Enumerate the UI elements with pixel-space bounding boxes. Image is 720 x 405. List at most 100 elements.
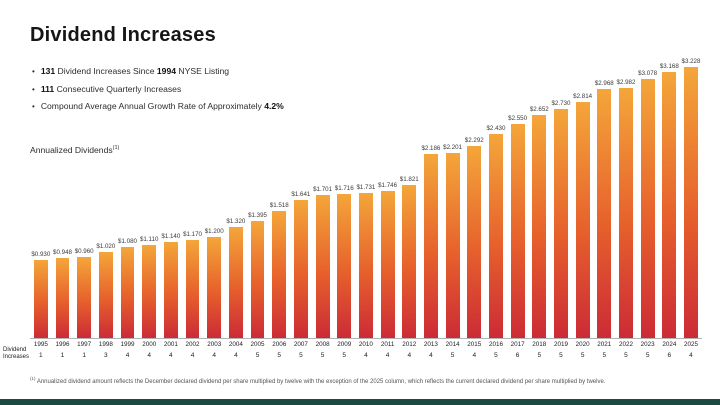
dividend-bar bbox=[337, 193, 352, 338]
year-label: 2009 bbox=[337, 341, 352, 348]
bar-column: $1.731 bbox=[355, 184, 377, 338]
bullet-bold: 4.2% bbox=[264, 101, 284, 111]
increase-count: 1 bbox=[39, 352, 43, 359]
bar-value-label: $1.641 bbox=[291, 191, 311, 199]
increase-count: 5 bbox=[450, 352, 455, 359]
dividend-bar bbox=[380, 191, 395, 338]
bar-value-label: $1.731 bbox=[356, 183, 376, 191]
slide-header: Dividend Increases • 131 Dividend Increa… bbox=[30, 24, 450, 155]
dividend-bar bbox=[33, 259, 48, 338]
bullet-bold: 111 bbox=[40, 83, 55, 94]
dividend-bar bbox=[532, 115, 547, 338]
year-label: 2024 bbox=[662, 341, 677, 348]
dividend-bar bbox=[163, 242, 178, 338]
bar-column: $1.080 bbox=[117, 238, 139, 338]
year-label: 2004 bbox=[228, 341, 243, 348]
year-label: 2013 bbox=[423, 341, 438, 348]
increase-count: 4 bbox=[212, 352, 217, 359]
chart-title-footnote-marker: (1) bbox=[112, 144, 120, 151]
bullet-bold: 1994 bbox=[156, 66, 177, 76]
bar-column: $1.641 bbox=[290, 191, 312, 338]
bar-column: $2.814 bbox=[572, 93, 594, 338]
bar-value-label: $2.292 bbox=[464, 136, 484, 144]
year-label: 2010 bbox=[358, 341, 373, 348]
year-label: 2006 bbox=[272, 341, 287, 348]
dividend-bar bbox=[55, 258, 70, 338]
chart-title-text: Annualized Dividends bbox=[30, 144, 113, 155]
dividend-bar bbox=[640, 79, 655, 338]
bar-column: $1.200 bbox=[203, 228, 225, 338]
increase-count: 4 bbox=[407, 352, 412, 359]
bar-value-label: $3.228 bbox=[681, 57, 701, 65]
increase-count: 5 bbox=[255, 352, 260, 359]
bullet-text: 111 Consecutive Quarterly Increases bbox=[41, 81, 181, 99]
bar-column: $3.078 bbox=[637, 70, 659, 338]
increase-count: 5 bbox=[342, 352, 347, 359]
dividend-bar bbox=[575, 101, 590, 338]
increase-count: 4 bbox=[385, 352, 390, 359]
x-axis-line bbox=[30, 338, 702, 339]
increase-count: 4 bbox=[429, 352, 433, 359]
increase-count: 4 bbox=[364, 352, 368, 359]
bar-value-label: $3.168 bbox=[659, 62, 679, 70]
dividend-bar bbox=[489, 133, 503, 338]
increase-count: 5 bbox=[602, 352, 607, 359]
dividend-increases-row: 1 1 1 3 4 4 4 4 4 4 5 5 5 5 5 4 4 4 4 5 4 5 6 5 5 5 5 5 5 6 4 bbox=[30, 352, 702, 359]
bar-column: $1.170 bbox=[182, 231, 204, 338]
year-label: 2022 bbox=[618, 341, 633, 348]
increase-count: 5 bbox=[537, 352, 542, 359]
year-label: 2003 bbox=[207, 341, 222, 348]
year-label: 2016 bbox=[488, 341, 503, 348]
bar-column: $1.746 bbox=[377, 182, 399, 338]
dividend-bar bbox=[684, 66, 698, 338]
dividend-bar bbox=[142, 244, 157, 338]
bar-value-label: $0.960 bbox=[74, 248, 94, 256]
year-label: 2018 bbox=[532, 341, 547, 348]
increase-count: 6 bbox=[515, 352, 520, 359]
year-label: 1997 bbox=[77, 341, 92, 348]
footnote: (1) Annualized dividend amount reflects … bbox=[30, 375, 700, 387]
bar-column: $1.020 bbox=[95, 243, 117, 338]
bar-value-label: $0.948 bbox=[53, 249, 72, 257]
dividend-bar bbox=[228, 227, 243, 338]
year-label: 2015 bbox=[467, 341, 482, 348]
bar-value-label: $1.746 bbox=[378, 182, 398, 190]
dividend-bar bbox=[207, 237, 222, 338]
increase-count: 5 bbox=[299, 352, 303, 359]
bar-value-label: $1.170 bbox=[183, 230, 202, 238]
increase-count: 4 bbox=[190, 352, 195, 359]
bar-value-label: $2.201 bbox=[443, 144, 463, 152]
bar-column: $2.982 bbox=[615, 78, 637, 338]
bar-value-label: $2.430 bbox=[486, 124, 506, 132]
dividend-bar bbox=[250, 220, 265, 338]
bar-value-label: $2.982 bbox=[616, 78, 636, 86]
bar-column: $2.430 bbox=[485, 125, 507, 338]
bullet-icon: • bbox=[32, 102, 35, 111]
bullet-segment: Dividend Increases Since bbox=[55, 66, 157, 76]
bullet-icon: • bbox=[32, 84, 35, 94]
bar-value-label: $1.821 bbox=[399, 176, 419, 183]
bar-column: $0.960 bbox=[73, 248, 95, 338]
dividend-bar bbox=[120, 247, 135, 338]
increase-count: 5 bbox=[494, 352, 498, 359]
bar-column: $2.201 bbox=[442, 144, 464, 338]
year-label: 2007 bbox=[293, 341, 308, 348]
increase-count: 4 bbox=[234, 352, 238, 359]
bar-chart: $0.930 $0.948 $0.960 $1.020 $1.080 $1.110 $1.1… bbox=[30, 52, 702, 338]
dividend-bar bbox=[185, 239, 200, 338]
bullet-consecutive-increases: • 111 Consecutive Quarterly Increases bbox=[30, 81, 450, 99]
bullet-segment: Consecutive Quarterly Increases bbox=[54, 83, 182, 94]
year-label: 2020 bbox=[575, 341, 590, 348]
bar-column: $1.320 bbox=[225, 218, 247, 338]
dividend-bar bbox=[467, 145, 482, 338]
year-label: 2025 bbox=[683, 341, 698, 348]
year-label: 2008 bbox=[315, 341, 330, 348]
bar-value-label: $2.730 bbox=[551, 99, 571, 107]
bar-column: $2.186 bbox=[420, 145, 442, 338]
year-axis: 1995 1996 1997 1998 1999 2000 2001 2002 2003 2004… bbox=[30, 341, 702, 348]
bar-column: $1.716 bbox=[333, 185, 355, 338]
year-label: 2017 bbox=[510, 341, 525, 348]
bottom-accent-bar bbox=[0, 399, 720, 405]
dividend-bar bbox=[315, 195, 330, 338]
